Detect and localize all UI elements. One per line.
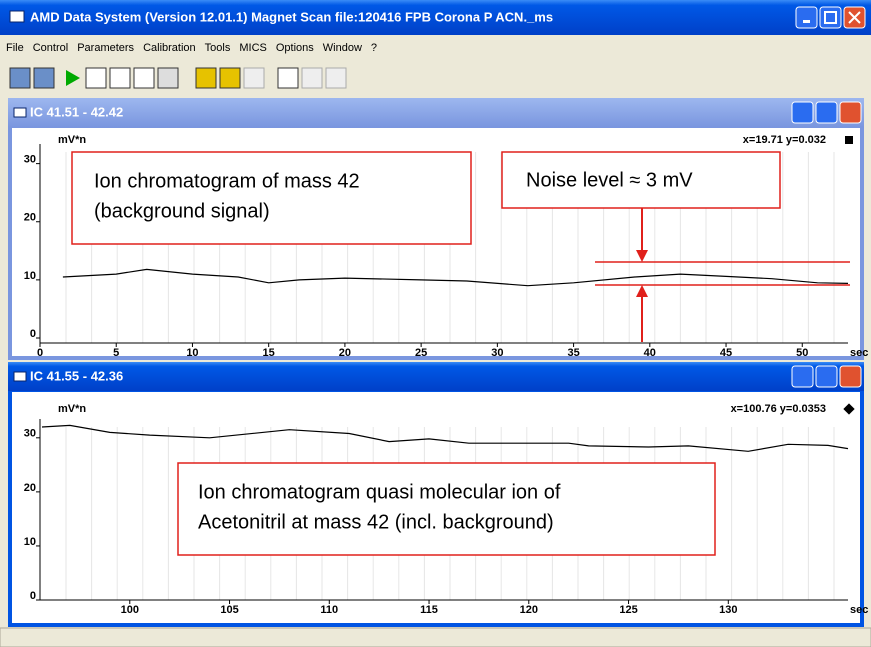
toolbar-bg: [0, 62, 871, 96]
pane-title-bar: [8, 98, 864, 127]
y-tick-label: 0: [30, 328, 36, 340]
annotation-box: [177, 462, 716, 556]
x-tick-label: 110: [320, 604, 338, 616]
status-bar: [0, 627, 871, 647]
cursor-marker: [843, 403, 855, 415]
x-unit: sec: [850, 604, 868, 616]
annotation-text: Ion chromatogram quasi molecular ion of: [198, 481, 561, 503]
maximize-button[interactable]: [815, 365, 838, 388]
arrow-head: [636, 250, 648, 262]
menu-item[interactable]: ?: [371, 42, 377, 54]
x-tick-label: 100: [121, 604, 139, 616]
tool-button[interactable]: [66, 70, 80, 86]
x-unit: sec: [850, 347, 868, 359]
x-tick-label: 105: [220, 604, 238, 616]
title-bar: [0, 0, 871, 35]
tool-button[interactable]: [9, 67, 31, 89]
x-tick-label: 20: [339, 347, 351, 359]
y-tick-label: 10: [24, 536, 36, 548]
tool-button[interactable]: [133, 67, 155, 89]
x-tick-label: 120: [520, 604, 538, 616]
line-series: [62, 268, 849, 287]
maximize-button[interactable]: [819, 6, 842, 29]
x-tick-label: 30: [491, 347, 503, 359]
icon: [824, 11, 837, 24]
menu-bg: [0, 36, 871, 60]
tool-button[interactable]: [219, 67, 241, 89]
x-tick-label: 130: [719, 604, 737, 616]
x-tick-label: 0: [37, 347, 43, 359]
cursor-readout: x=19.71 y=0.032: [743, 134, 826, 146]
y-tick-label: 0: [30, 590, 36, 602]
y-unit: mV*n: [58, 134, 86, 146]
icon: [803, 20, 810, 23]
close-button[interactable]: [839, 365, 862, 388]
x-tick-label: 115: [420, 604, 438, 616]
app-icon: [9, 10, 25, 23]
tool-button[interactable]: [277, 67, 299, 89]
y-tick-label: 30: [24, 428, 36, 440]
tool-button[interactable]: [85, 67, 107, 89]
tool-button[interactable]: [325, 67, 347, 89]
tool-button[interactable]: [157, 67, 179, 89]
x-tick-label: 45: [720, 347, 732, 359]
line-series: [41, 424, 849, 452]
annotation-text: Acetonitril at mass 42 (incl. background…: [198, 511, 554, 533]
cursor-marker: [845, 136, 853, 144]
menu-item[interactable]: MICS: [239, 42, 267, 54]
menu-item[interactable]: Calibration: [143, 42, 196, 54]
tool-button[interactable]: [195, 67, 217, 89]
y-tick-label: 20: [24, 212, 36, 224]
annotation-box: [71, 151, 472, 245]
icon: [848, 11, 861, 24]
window-title: AMD Data System (Version 12.01.1) Magnet…: [30, 9, 553, 24]
pane-title-bar: [8, 362, 864, 391]
tool-button[interactable]: [243, 67, 265, 89]
menu-item[interactable]: Tools: [205, 42, 231, 54]
maximize-button[interactable]: [815, 101, 838, 124]
menu-item[interactable]: Parameters: [77, 42, 134, 54]
arrow-head: [636, 285, 648, 297]
x-tick-label: 25: [415, 347, 427, 359]
pane-icon: [13, 371, 27, 382]
menu-item[interactable]: File: [6, 42, 24, 54]
annotation-text: (background signal): [94, 200, 270, 222]
minimize-button[interactable]: [791, 365, 814, 388]
tool-button[interactable]: [33, 67, 55, 89]
pane-title: IC 41.55 - 42.36: [30, 368, 123, 383]
menu-item[interactable]: Window: [323, 42, 362, 54]
menu-bar: File Control Parameters Calibration Tools MIC…: [0, 36, 871, 60]
tool-button[interactable]: [109, 67, 131, 89]
y-tick-label: 30: [24, 154, 36, 166]
menu-item[interactable]: Control: [33, 42, 68, 54]
x-tick-label: 5: [113, 347, 119, 359]
menu-item[interactable]: Options: [276, 42, 314, 54]
x-tick-label: 15: [263, 347, 275, 359]
x-tick-label: 40: [644, 347, 656, 359]
x-tick-label: 125: [619, 604, 637, 616]
panes: IC 41.51 - 42.42 mV*n x=19.71 y=0.032 0 10 20…: [8, 98, 868, 627]
pane-title: IC 41.51 - 42.42: [30, 104, 123, 119]
annotation-text: Ion chromatogram of mass 42: [94, 170, 360, 192]
cursor-readout: x=100.76 y=0.0353: [731, 403, 826, 415]
y-tick-label: 20: [24, 482, 36, 494]
x-tick-label: 50: [796, 347, 808, 359]
minimize-button[interactable]: [795, 6, 818, 29]
pane-icon: [13, 107, 27, 118]
y-unit: mV*n: [58, 403, 86, 415]
close-button[interactable]: [839, 101, 862, 124]
x-tick-label: 35: [567, 347, 579, 359]
annotation-box: [501, 151, 781, 209]
toolbar: [0, 62, 871, 96]
x-tick-label: 10: [186, 347, 198, 359]
y-tick-label: 10: [24, 270, 36, 282]
annotation-text: Noise level ≈ 3 mV: [526, 169, 693, 191]
tool-button[interactable]: [301, 67, 323, 89]
minimize-button[interactable]: [791, 101, 814, 124]
